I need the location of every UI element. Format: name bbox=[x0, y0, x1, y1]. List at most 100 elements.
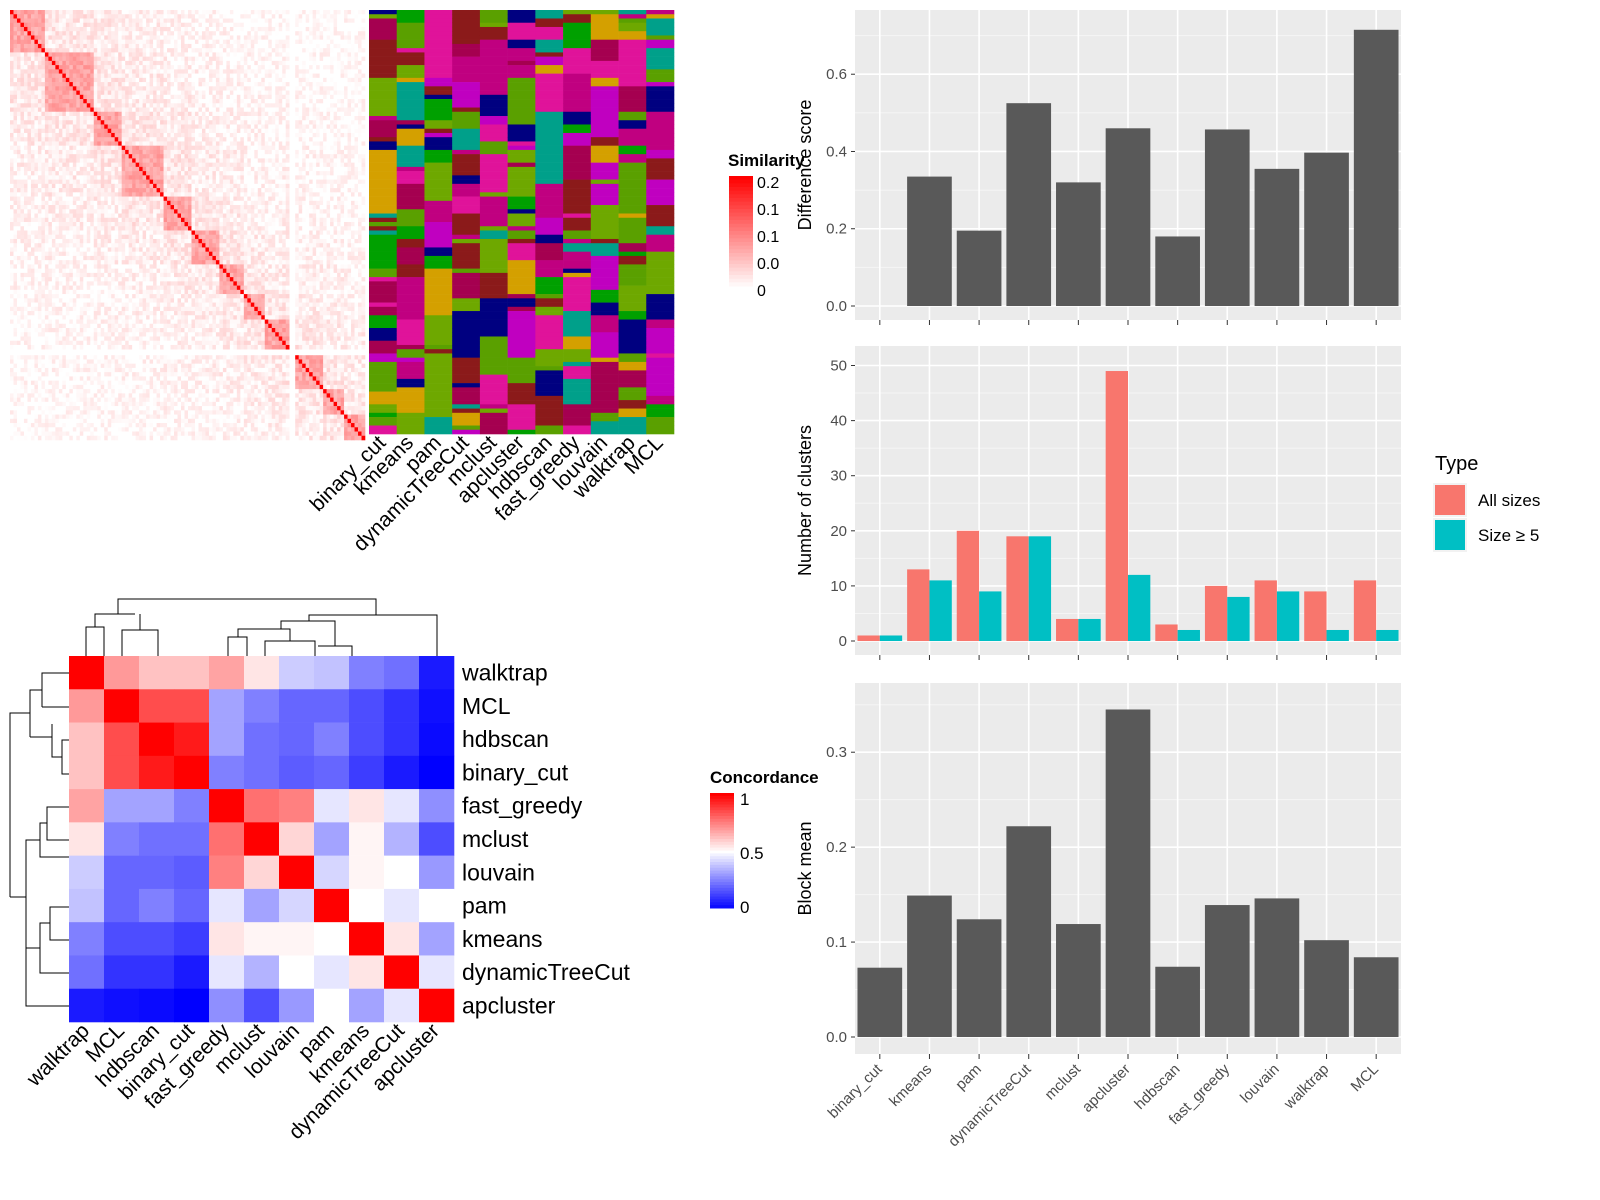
similarity-cell bbox=[139, 200, 143, 206]
similarity-cell bbox=[261, 175, 266, 180]
similarity-cell bbox=[146, 200, 150, 206]
similarity-cell bbox=[72, 209, 77, 214]
similarity-cell bbox=[323, 48, 327, 53]
similarity-cell bbox=[312, 183, 317, 189]
similarity-cell bbox=[51, 39, 56, 45]
similarity-cell bbox=[93, 18, 98, 24]
similarity-cell bbox=[86, 103, 91, 108]
similarity-cell bbox=[181, 56, 185, 62]
similarity-cell bbox=[58, 124, 63, 130]
similarity-cell bbox=[298, 39, 303, 45]
similarity-cell bbox=[51, 43, 56, 49]
similarity-cell bbox=[121, 26, 126, 32]
similarity-cell bbox=[34, 103, 39, 108]
similarity-cell bbox=[149, 48, 154, 53]
similarity-cell bbox=[16, 69, 21, 74]
similarity-cell bbox=[76, 137, 81, 142]
similarity-cell bbox=[323, 196, 327, 202]
similarity-cell bbox=[205, 132, 210, 138]
similarity-cell bbox=[146, 196, 150, 202]
similarity-cell bbox=[139, 132, 143, 138]
similarity-cell bbox=[351, 107, 355, 113]
similarity-cell bbox=[132, 183, 136, 189]
similarity-cell bbox=[351, 188, 355, 193]
similarity-cell bbox=[302, 107, 306, 113]
similarity-cell bbox=[83, 149, 88, 155]
similarity-cell bbox=[268, 128, 273, 134]
similarity-cell bbox=[100, 73, 105, 79]
similarity-cell bbox=[160, 145, 164, 151]
similarity-cell bbox=[51, 107, 56, 113]
similarity-cell bbox=[229, 22, 234, 28]
similarity-cell bbox=[76, 60, 81, 66]
similarity-cell bbox=[187, 90, 192, 96]
similarity-cell bbox=[340, 209, 345, 214]
similarity-cell bbox=[153, 213, 157, 219]
similarity-cell bbox=[65, 48, 70, 53]
similarity-cell bbox=[27, 132, 32, 138]
similarity-cell bbox=[23, 149, 28, 155]
similarity-cell bbox=[51, 145, 56, 151]
similarity-cell bbox=[51, 124, 56, 130]
similarity-cell bbox=[139, 60, 143, 66]
similarity-cell bbox=[191, 162, 196, 168]
similarity-cell bbox=[153, 179, 157, 185]
similarity-cell bbox=[181, 94, 185, 100]
similarity-cell bbox=[337, 99, 341, 104]
similarity-cell bbox=[295, 43, 299, 49]
similarity-cell bbox=[212, 77, 217, 83]
similarity-cell bbox=[79, 26, 84, 32]
similarity-cell bbox=[257, 128, 262, 134]
similarity-cell bbox=[187, 171, 192, 176]
similarity-cell bbox=[305, 213, 310, 219]
similarity-cell bbox=[100, 56, 105, 62]
similarity-cell bbox=[111, 65, 115, 70]
similarity-cell bbox=[30, 158, 35, 163]
similarity-cell bbox=[229, 26, 234, 32]
similarity-cell bbox=[240, 213, 245, 219]
similarity-cell bbox=[298, 179, 303, 185]
similarity-cell bbox=[215, 73, 220, 79]
similarity-cell bbox=[153, 158, 157, 163]
similarity-cell bbox=[149, 10, 154, 15]
similarity-cell bbox=[139, 52, 143, 57]
similarity-cell bbox=[358, 175, 362, 180]
similarity-cell bbox=[184, 60, 189, 66]
similarity-cell bbox=[97, 107, 102, 113]
similarity-cell bbox=[194, 86, 199, 91]
similarity-cell bbox=[97, 86, 102, 91]
similarity-cell bbox=[163, 192, 168, 197]
similarity-cell bbox=[261, 73, 266, 79]
similarity-cell bbox=[72, 18, 77, 24]
similarity-cell bbox=[285, 65, 290, 70]
similarity-cell bbox=[340, 90, 345, 96]
similarity-cell bbox=[69, 141, 74, 146]
similarity-cell bbox=[79, 209, 84, 214]
similarity-cell bbox=[295, 22, 299, 28]
similarity-cell bbox=[37, 149, 42, 155]
similarity-cell bbox=[62, 183, 67, 189]
similarity-cell bbox=[93, 171, 98, 176]
similarity-cell bbox=[30, 196, 35, 202]
similarity-cell bbox=[181, 145, 185, 151]
similarity-cell bbox=[174, 200, 178, 206]
similarity-cell bbox=[97, 90, 102, 96]
similarity-cell bbox=[160, 94, 164, 100]
similarity-cell bbox=[170, 103, 175, 108]
similarity-cell bbox=[302, 82, 306, 87]
similarity-cell bbox=[142, 120, 147, 125]
similarity-cell bbox=[51, 48, 56, 53]
similarity-cell bbox=[295, 128, 299, 134]
similarity-cell bbox=[285, 158, 290, 163]
similarity-cell bbox=[163, 90, 168, 96]
similarity-cell bbox=[72, 111, 77, 117]
similarity-cell bbox=[153, 99, 157, 104]
similarity-cell bbox=[13, 35, 18, 40]
similarity-cell bbox=[167, 31, 171, 36]
similarity-cell bbox=[100, 132, 105, 138]
similarity-cell bbox=[41, 171, 46, 176]
similarity-cell bbox=[149, 39, 154, 45]
similarity-cell bbox=[302, 10, 306, 15]
similarity-cell bbox=[240, 56, 245, 62]
similarity-cell bbox=[344, 31, 348, 36]
